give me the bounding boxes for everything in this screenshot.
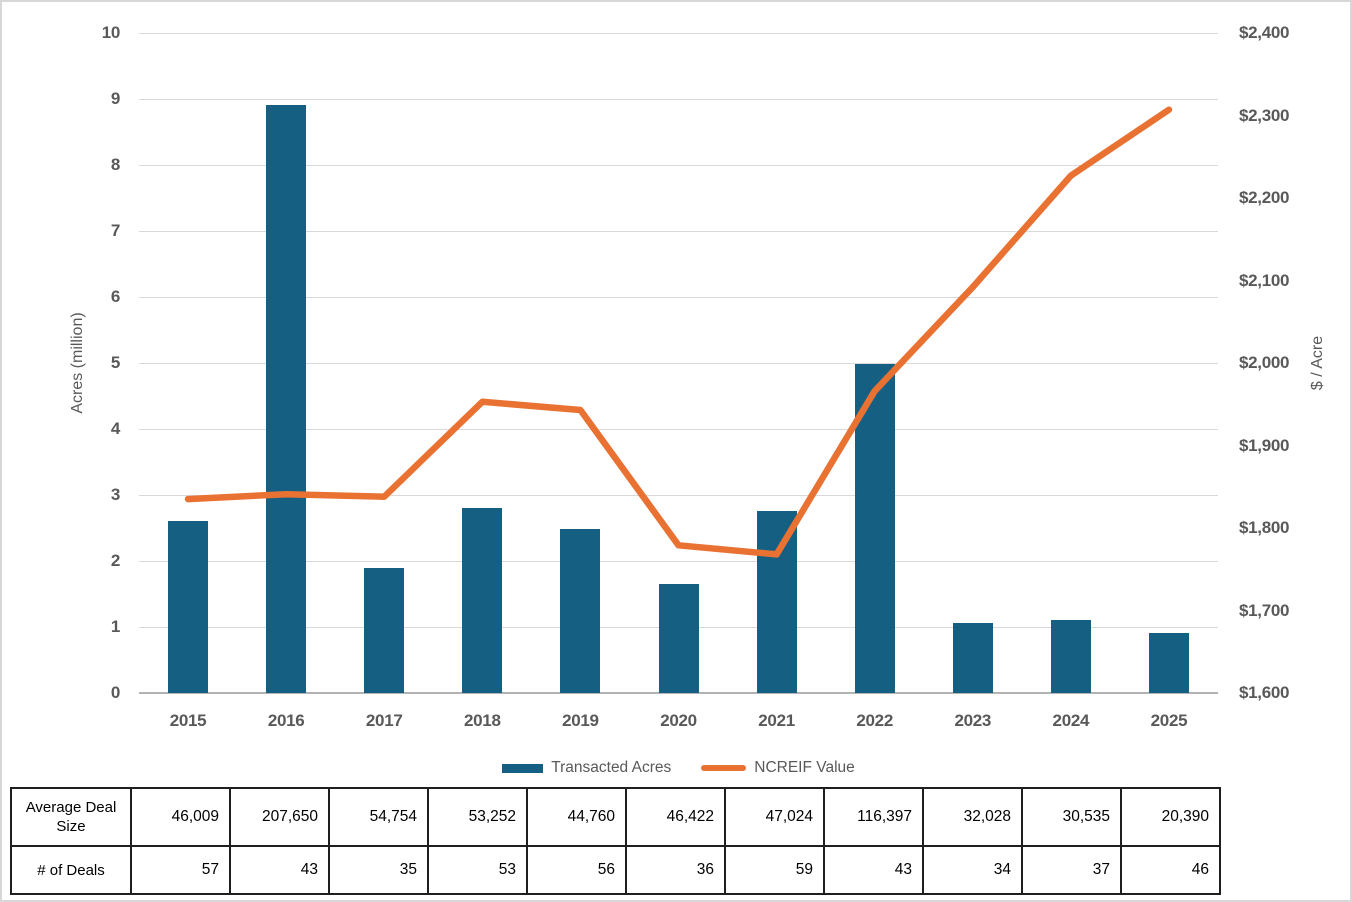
- table-cell-2015: 46,009: [130, 787, 231, 847]
- table-cell-2020: 36: [625, 845, 726, 895]
- right-axis-tick-label: $2,000: [1239, 353, 1290, 372]
- chart-legend: Transacted Acres NCREIF Value: [139, 755, 1218, 781]
- table-cell-2019: 56: [526, 845, 627, 895]
- bar-series-swatch-icon: [502, 763, 544, 773]
- left-axis-tick-label: 0: [110, 683, 120, 702]
- left-axis-tick-label: 3: [110, 485, 120, 504]
- table-cell-2016: 207,650: [229, 787, 330, 847]
- right-axis-tick-label: $2,400: [1239, 23, 1290, 42]
- bar-2022: [854, 363, 895, 693]
- table-cell-2015: 57: [130, 845, 231, 895]
- bar-2015: [168, 520, 209, 693]
- bar-2018: [462, 508, 503, 693]
- table-cell-2017: 54,754: [328, 787, 429, 847]
- right-axis-tick-label: $2,300: [1239, 105, 1290, 125]
- table-row: # of Deals 57 43 35 53 56 36 59 43 34 37 46: [10, 845, 1221, 895]
- x-axis-label-2017: 2017: [365, 711, 403, 730]
- left-axis-tick-label: 10: [101, 23, 121, 42]
- table-cell-2025: 46: [1120, 845, 1221, 895]
- bar-2021: [756, 510, 797, 693]
- x-axis-label-2020: 2020: [660, 711, 697, 730]
- table-cell-2018: 53,252: [427, 787, 528, 847]
- left-axis-tick-label: 8: [110, 155, 120, 174]
- right-axis-tick-label: $2,200: [1239, 188, 1290, 207]
- right-axis-tick-label: $1,700: [1239, 600, 1290, 620]
- x-axis-line: [139, 692, 1218, 694]
- x-axis-label-2016: 2016: [267, 711, 305, 730]
- table-row: Average Deal Size 46,009 207,650 54,754 53,2…: [10, 787, 1221, 847]
- bar-2024: [1050, 619, 1091, 693]
- right-axis-tick-label: $1,600: [1239, 683, 1290, 702]
- legend-entry-ncreif-value: NCREIF Value: [701, 759, 855, 777]
- left-axis-tick-label: 6: [110, 287, 120, 306]
- x-axis-label-2019: 2019: [562, 711, 599, 730]
- table-cell-2024: 30,535: [1021, 787, 1122, 847]
- left-axis-tick-label: 2: [110, 551, 120, 570]
- x-axis-label-2025: 2025: [1150, 711, 1188, 730]
- line-series-swatch-icon: [701, 765, 747, 771]
- table-cell-2017: 35: [328, 845, 429, 895]
- left-axis-tick-label: 5: [110, 353, 120, 372]
- table-cell-2022: 116,397: [823, 787, 924, 847]
- left-axis-title: Acres (million): [69, 312, 86, 414]
- ncreif-value-line: [184, 106, 1173, 558]
- table-cell-2021: 47,024: [724, 787, 825, 847]
- legend-entry-transacted-acres: Transacted Acres: [502, 759, 671, 777]
- x-axis-label-2021: 2021: [758, 711, 795, 730]
- gridline: [139, 560, 1218, 562]
- legend-label: NCREIF Value: [754, 759, 855, 776]
- x-axis-label-2024: 2024: [1052, 711, 1090, 730]
- table-cell-2019: 44,760: [526, 787, 627, 847]
- table-cell-2023: 32,028: [922, 787, 1023, 847]
- bar-2023: [952, 623, 993, 693]
- left-axis-tick-label: 9: [110, 89, 120, 108]
- gridline: [139, 98, 1218, 100]
- table-cell-2018: 53: [427, 845, 528, 895]
- table-cell-2016: 43: [229, 845, 330, 895]
- bar-2017: [364, 568, 405, 693]
- x-axis-label-2015: 2015: [169, 711, 207, 730]
- table-cell-2020: 46,422: [625, 787, 726, 847]
- x-axis-label-2023: 2023: [954, 711, 992, 730]
- right-axis-tick-label: $2,100: [1239, 270, 1290, 290]
- row-header: Average Deal Size: [10, 787, 132, 847]
- bar-2019: [560, 528, 601, 693]
- deal-summary-table: Average Deal Size 46,009 207,650 54,754 53,2…: [10, 787, 1221, 895]
- table-cell-2024: 37: [1021, 845, 1122, 895]
- row-header: # of Deals: [10, 845, 132, 895]
- gridline: [139, 32, 1218, 34]
- x-axis-label-2022: 2022: [856, 711, 893, 730]
- bar-2016: [266, 104, 307, 693]
- table-cell-2023: 34: [922, 845, 1023, 895]
- legend-label: Transacted Acres: [551, 759, 672, 776]
- table-cell-2021: 59: [724, 845, 825, 895]
- left-axis-tick-label: 1: [110, 617, 120, 636]
- bar-2025: [1148, 632, 1189, 693]
- table-cell-2022: 43: [823, 845, 924, 895]
- x-axis-label-2018: 2018: [464, 711, 501, 730]
- right-axis-title: $ / Acre: [1309, 335, 1326, 391]
- right-axis-tick-label: $1,800: [1239, 518, 1290, 537]
- right-axis-tick-label: $1,900: [1239, 435, 1290, 455]
- left-axis-tick-label: 4: [110, 419, 120, 438]
- bar-2020: [658, 584, 699, 693]
- left-axis-tick-label: 7: [110, 221, 120, 240]
- table-cell-2025: 20,390: [1120, 787, 1221, 847]
